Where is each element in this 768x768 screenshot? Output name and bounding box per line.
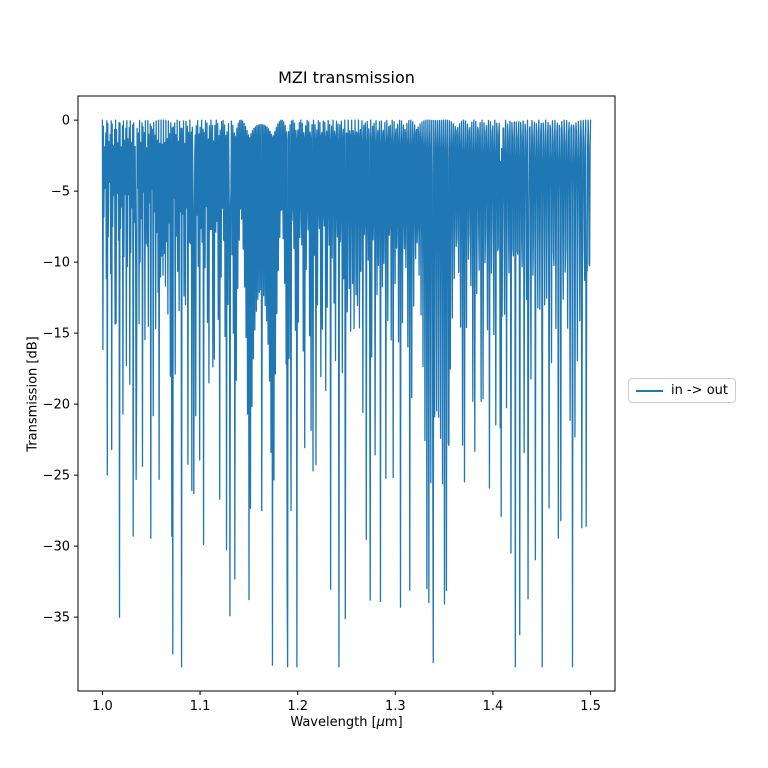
y-axis-label: Transmission [dB]: [25, 336, 41, 452]
y-tick-label: −15: [43, 327, 70, 342]
y-tick-label: −20: [43, 398, 70, 413]
legend-line-swatch: [636, 389, 663, 392]
axes-frame: [77, 95, 616, 692]
y-tick-label: −30: [43, 540, 70, 555]
y-tick-label: −10: [43, 256, 70, 271]
x-tick-label: 1.1: [190, 699, 211, 714]
x-axis-label-suffix: m]: [384, 715, 403, 730]
x-axis-label-prefix: Wavelength [: [290, 715, 377, 730]
legend-label: in -> out: [671, 383, 728, 398]
y-tick-label: −5: [51, 185, 70, 200]
legend: in -> out: [628, 378, 736, 403]
x-tick-label: 1.2: [287, 699, 308, 714]
x-tick-label: 1.3: [385, 699, 406, 714]
x-tick-label: 1.0: [92, 699, 113, 714]
x-tick-label: 1.4: [483, 699, 504, 714]
x-tick-label: 1.5: [580, 699, 601, 714]
y-tick-label: 0: [62, 114, 70, 129]
x-axis-label-mu: μ: [376, 715, 385, 730]
x-axis-label: Wavelength [μm]: [78, 716, 615, 730]
y-tick-label: −25: [43, 469, 70, 484]
series-line: [101, 119, 592, 668]
chart-title: MZI transmission: [278, 68, 415, 87]
y-tick-label: −35: [43, 611, 70, 626]
